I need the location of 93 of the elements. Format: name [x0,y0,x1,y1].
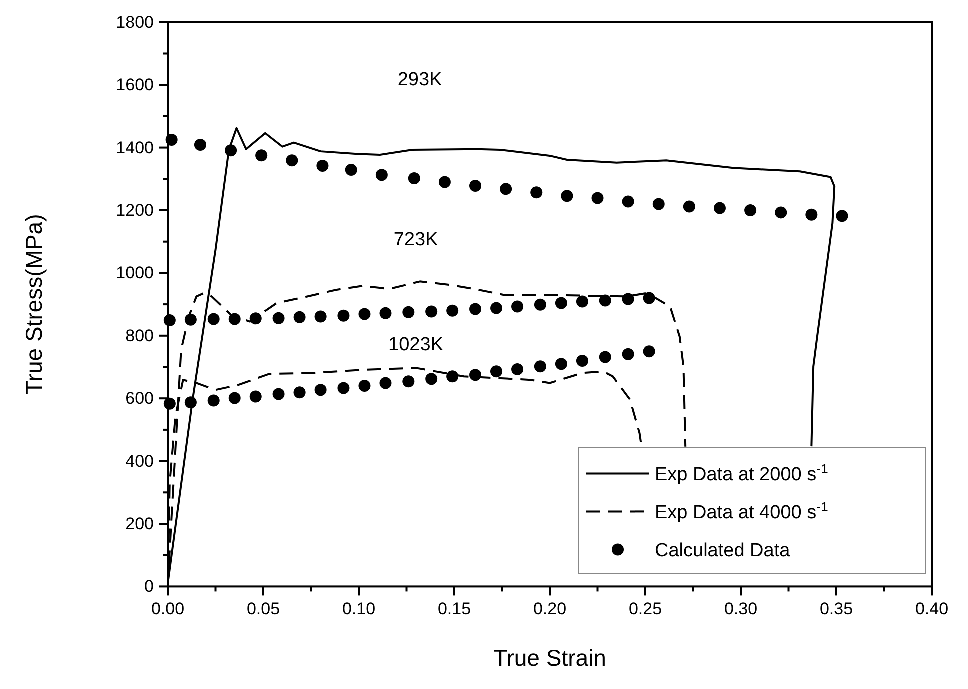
point [555,297,568,310]
point [592,192,604,204]
y-tick-label: 400 [126,452,154,471]
point [286,154,298,167]
y-tick-label: 600 [126,389,154,408]
x-tick-label: 0.35 [820,600,854,619]
point [294,311,306,324]
point [576,296,588,308]
point [408,172,420,185]
point [272,312,285,324]
point [338,382,350,394]
point [345,164,358,176]
annotation: 293K [398,70,443,90]
annotation: 1023K [388,334,444,356]
y-tick-label: 1800 [116,12,154,32]
legend-label: Calculated Data [655,540,791,562]
point [490,366,503,378]
point [775,206,788,219]
point [836,210,848,222]
point [599,294,612,307]
point [561,190,574,202]
point [555,358,568,370]
x-tick-label: 0.40 [915,600,949,619]
point [184,314,197,326]
x-tick-label: 0.15 [438,600,472,619]
point [446,370,459,383]
point [622,293,634,306]
point [643,346,656,358]
point [426,373,438,386]
legend-label: Exp Data at 4000 s$^{-1}$ [655,499,828,524]
point [314,310,327,323]
point [316,160,329,172]
point [358,308,371,320]
point [250,390,262,403]
y-tick-label: 1600 [116,76,154,95]
point [622,348,634,360]
y-tick-label: 1000 [116,264,154,283]
point [376,169,388,182]
point [714,202,726,214]
point [208,394,220,407]
point [426,306,438,318]
point [250,312,262,325]
y-tick-label: 1400 [116,138,154,158]
point [576,354,588,367]
y-axis-title: True Stress(MPa) [21,214,47,395]
point [380,307,392,320]
x-tick-label: 0.20 [533,600,567,619]
point [446,304,459,317]
point [806,208,818,221]
x-tick-label: 0.30 [724,600,758,619]
point [228,392,241,404]
point [744,204,757,216]
point [534,360,546,373]
x-tick-label: 0.05 [246,600,280,619]
point [643,292,656,304]
x-tick-label: 0.00 [151,600,185,619]
x-axis-title: True Strain [494,645,606,671]
point [184,396,197,409]
point [534,298,546,311]
point [470,369,482,382]
point [402,376,415,388]
point [228,313,241,326]
y-tick-label: 1200 [116,201,154,220]
point [530,186,543,199]
point [512,363,524,376]
point [683,200,696,213]
point [358,380,371,392]
point [194,138,206,151]
point [338,310,350,322]
point [256,150,268,162]
point [500,183,512,196]
annotation: 723K [394,230,439,250]
point [402,306,415,318]
x-tick-label: 0.10 [342,600,376,619]
point [512,300,524,313]
point [622,196,634,208]
point [314,384,327,396]
point [490,302,503,314]
x-tick-label: 0.25 [628,600,662,619]
point [225,144,238,157]
point [438,176,451,188]
point [470,303,482,316]
point [470,180,482,192]
point [208,313,220,326]
point [652,198,665,210]
y-tick-label: 0 [144,577,154,596]
y-tick-label: 800 [126,326,154,346]
point [380,377,392,390]
y-tick-label: 200 [126,514,154,534]
point [272,388,285,400]
point [294,386,306,399]
point [599,351,612,364]
legend-label: Exp Data at 2000 s$^{-1}$ [655,461,828,486]
